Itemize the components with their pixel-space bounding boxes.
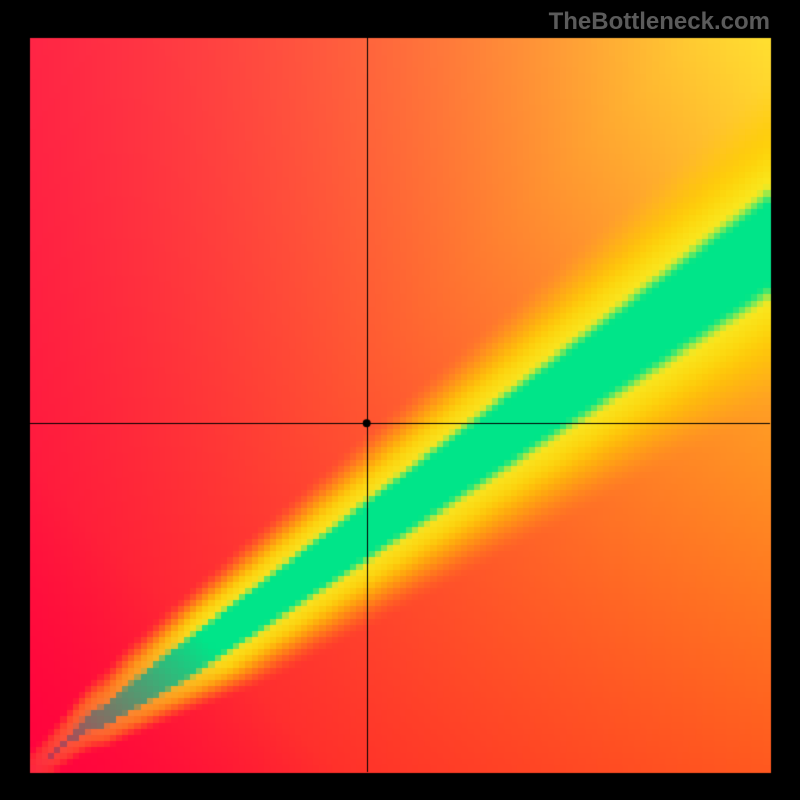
- watermark-text: TheBottleneck.com: [549, 8, 770, 36]
- chart-container: TheBottleneck.com: [0, 0, 800, 800]
- bottleneck-heatmap: [0, 0, 800, 800]
